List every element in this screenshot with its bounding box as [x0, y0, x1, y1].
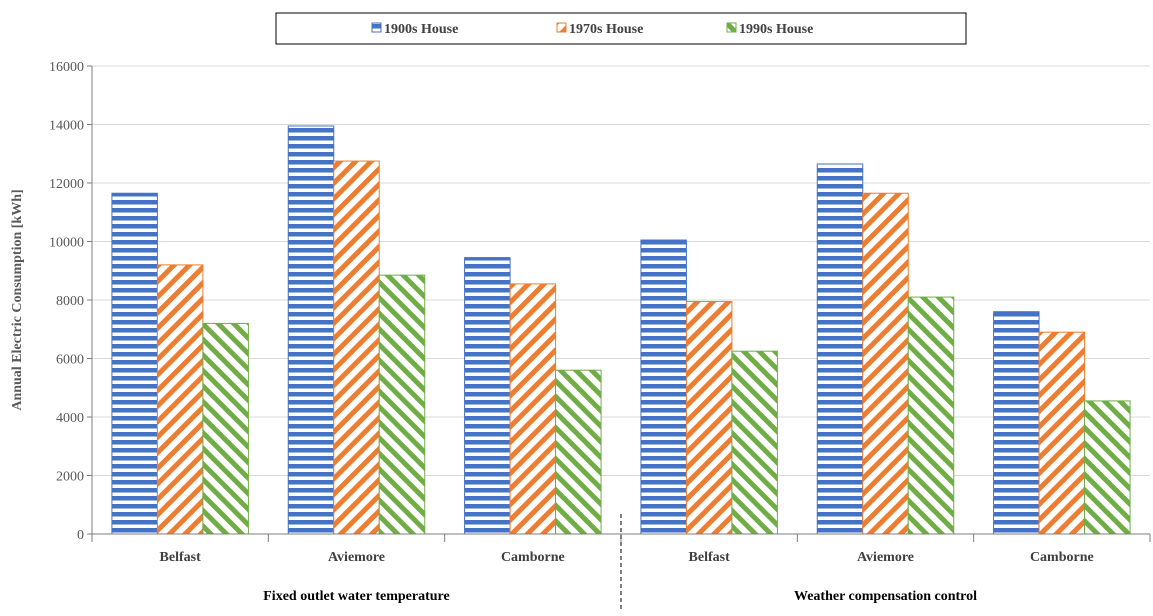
x-category-label: Aviemore: [857, 550, 914, 565]
bar-1970s-house: [1038, 331, 1086, 535]
bar-1900s-house: [111, 192, 158, 535]
legend-box: [275, 12, 967, 45]
x-category-label: Belfast: [160, 550, 202, 565]
bars: [111, 125, 1131, 535]
y-axis-title: Annual Electric Consumption [kWh]: [10, 189, 25, 410]
bar-1900s-house: [640, 239, 687, 535]
bar-1990s-house: [202, 322, 249, 535]
x-category-label: Camborne: [1030, 550, 1094, 565]
y-tick-label: 0: [77, 528, 84, 543]
y-tick-label: 10000: [49, 236, 84, 251]
legend-item-1970s-house: 1970s House: [556, 22, 643, 37]
bar-1990s-house: [555, 369, 602, 535]
legend-item-1900s-house: 1900s House: [371, 22, 458, 37]
bar-1990s-house: [731, 350, 778, 535]
legend-swatch: [556, 22, 567, 33]
bar-1970s-house: [862, 192, 909, 535]
bar-1900s-house: [464, 257, 511, 535]
bar-1900s-house: [287, 125, 335, 535]
bar-1990s-house: [1084, 400, 1131, 535]
category-labels: Belfast Aviemore Camborne Belfast Aviemore Ca…: [160, 550, 1094, 565]
bar-1990s-house: [907, 296, 955, 535]
y-tick-label: 6000: [56, 353, 84, 368]
y-tick-label: 14000: [49, 119, 84, 134]
legend-label: 1990s House: [739, 22, 813, 37]
bar-1970s-house: [685, 300, 733, 535]
y-tick-labels: 0 2000 4000 6000 8000 10000 12000 14000 16000: [49, 60, 84, 543]
legend-swatch: [726, 22, 737, 33]
x-category-label: Aviemore: [328, 550, 385, 565]
bar-1900s-house: [816, 163, 864, 535]
legend-item-1990s-house: 1990s House: [726, 22, 813, 37]
legend-swatch: [371, 22, 382, 33]
y-tick-label: 4000: [56, 411, 84, 426]
bar-1970s-house: [509, 283, 557, 535]
y-tick-label: 16000: [49, 60, 84, 75]
group-label: Fixed outlet water temperature: [263, 589, 449, 604]
y-tick-label: 2000: [56, 470, 84, 485]
bar-1970s-house: [156, 264, 204, 535]
x-category-label: Camborne: [501, 550, 565, 565]
x-category-label: Belfast: [689, 550, 731, 565]
bar-1970s-house: [333, 160, 380, 535]
legend-label: 1970s House: [569, 22, 643, 37]
bar-1900s-house: [993, 311, 1040, 535]
legend: 1900s House 1970s House 1990s House: [275, 12, 967, 45]
group-labels: Fixed outlet water temperature Weather co…: [263, 514, 977, 612]
group-label: Weather compensation control: [794, 589, 977, 604]
gridlines: [87, 65, 1150, 535]
legend-label: 1900s House: [384, 22, 458, 37]
bar-1990s-house: [378, 274, 426, 535]
y-tick-label: 8000: [56, 294, 84, 309]
y-tick-label: 12000: [49, 177, 84, 192]
